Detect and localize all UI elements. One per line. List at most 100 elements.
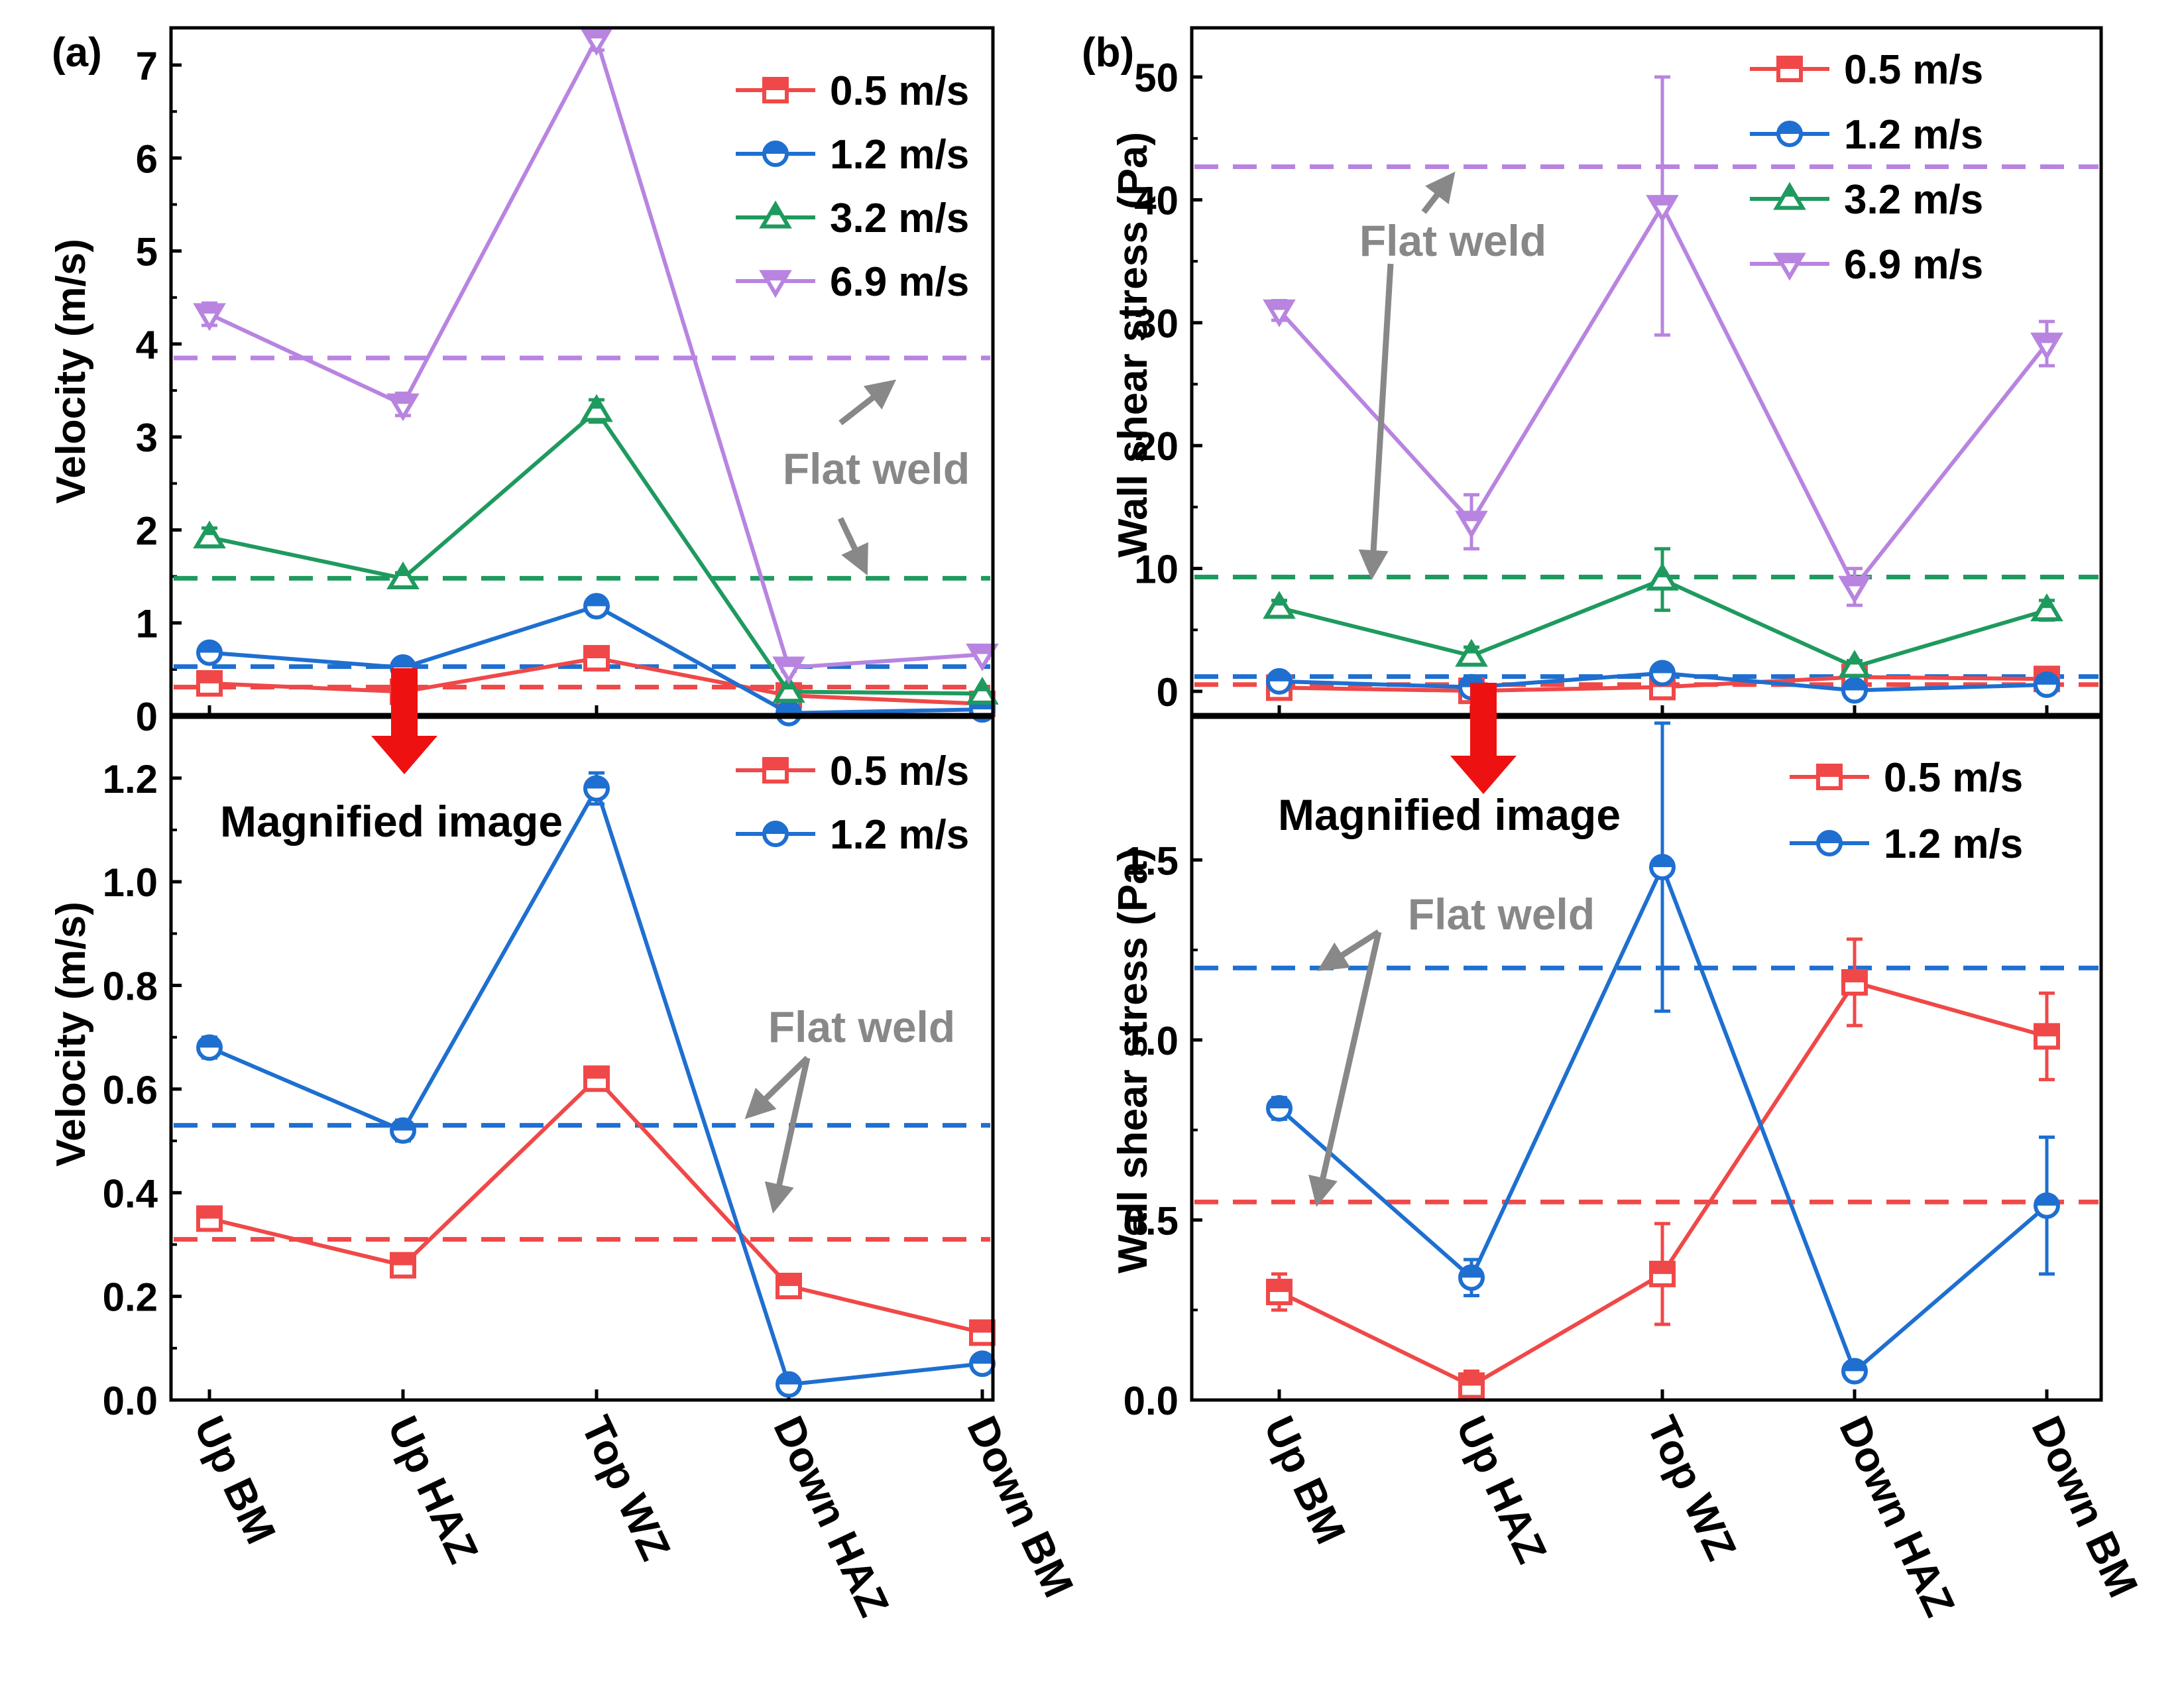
data-point-marker-fill (1656, 566, 1669, 577)
magnified-label-a: Magnified image (220, 797, 563, 846)
data-point-marker-fill (390, 395, 416, 404)
data-point-marker-fill (1778, 58, 1801, 69)
data-point-marker-fill (764, 759, 787, 770)
data-point-marker-fill (1268, 1281, 1291, 1293)
data-point-marker-fill (762, 272, 789, 281)
data-point-marker-fill (1843, 1360, 1866, 1372)
flat-weld-arrow (1317, 929, 1381, 971)
data-point-marker-fill (971, 1321, 994, 1333)
data-point-marker-fill (1460, 1266, 1483, 1278)
data-point-marker-fill (1268, 1097, 1291, 1109)
data-point-marker-fill (198, 672, 221, 683)
data-point-marker-fill (585, 595, 608, 607)
y-tick-label: 4 (136, 323, 158, 367)
data-point-marker-fill (1268, 670, 1291, 681)
data-point-marker-fill (392, 656, 414, 668)
data-point-marker (386, 561, 420, 589)
data-point-marker-fill (2036, 1194, 2058, 1206)
flat-weld-arrow (1358, 263, 1394, 580)
data-point-marker-fill (1273, 595, 1286, 606)
y-tick-label: 50 (1134, 56, 1178, 100)
legend-a-bottom: 0.5 m/s 1.2 m/s (736, 748, 969, 858)
y-tick-label: 10 (1134, 548, 1178, 592)
data-point-marker-fill (1841, 577, 1868, 587)
y-tick-label: 1 (136, 602, 158, 646)
legend-label: 1.2 m/s (1884, 821, 2023, 867)
y-tick-label: 0.0 (1123, 1379, 1178, 1423)
data-point-marker-fill (1651, 856, 1674, 868)
data-point-marker-fill (396, 565, 410, 576)
data-point-marker-fill (1651, 662, 1674, 673)
plot-b-bottom: 0.0 0.5 1.0 1.5 (1123, 721, 2098, 1423)
flat-weld-label-a-top: Flat weld (783, 444, 970, 493)
y-tick-label: 0 (1157, 670, 1178, 715)
data-point-marker-fill (585, 1067, 608, 1079)
data-point-marker (1646, 562, 1679, 591)
ylabel-b-bottom: Wall shear stress (Pa) (1110, 848, 1156, 1273)
data-point-marker-fill (2040, 597, 2053, 609)
data-point-marker-fill (1818, 766, 1841, 777)
legend-label: 1.2 m/s (1844, 112, 1983, 158)
flat-weld-arrow (837, 517, 868, 576)
data-point-marker (1773, 182, 1806, 210)
flat-weld-arrow (764, 1057, 811, 1214)
data-point-marker-fill (2036, 1025, 2058, 1037)
data-point-marker-fill (969, 645, 996, 654)
data-point-marker (2030, 593, 2063, 622)
y-tick-label: 2 (136, 508, 158, 553)
data-point-marker-fill (776, 658, 802, 668)
y-tick-label: 1.0 (103, 860, 158, 905)
y-tick-label: 1.0 (1123, 1019, 1178, 1063)
y-tick-label: 6 (136, 137, 158, 181)
y-tick-label: 40 (1134, 179, 1178, 223)
data-point-marker (1455, 638, 1488, 667)
legend-label: 3.2 m/s (830, 196, 969, 241)
ylabel-b-top: Wall shear stress (Pa) (1110, 132, 1156, 557)
data-point-marker (772, 675, 805, 703)
data-point-marker-fill (203, 524, 216, 536)
flat-weld-label-a-bottom: Flat weld (768, 1002, 955, 1051)
data-point-marker-fill (976, 680, 989, 691)
legend-a-top: 0.5 m/s 1.2 m/s 3.2 m/s 6.9 m/s (736, 68, 969, 305)
legend-b-bottom: 0.5 m/s 1.2 m/s (1790, 755, 2023, 867)
data-point-marker (193, 520, 226, 549)
data-point-marker-fill (590, 398, 603, 409)
legend-label: 6.9 m/s (830, 259, 969, 305)
y-tick-label: 20 (1134, 424, 1178, 469)
data-point-marker-fill (198, 1207, 221, 1219)
flat-weld-arrow (838, 379, 897, 426)
data-point-marker-fill (2034, 334, 2060, 343)
data-point-marker-fill (583, 30, 610, 38)
y-tick-label: 1.2 (103, 757, 158, 801)
legend-label: 0.5 m/s (830, 68, 969, 114)
legend-label: 3.2 m/s (1844, 177, 1983, 223)
legend-label: 1.2 m/s (830, 812, 969, 858)
data-point-marker-fill (1649, 197, 1676, 205)
data-point-marker (966, 676, 999, 705)
legend-label: 0.5 m/s (830, 748, 969, 794)
data-point-marker-fill (1778, 123, 1801, 134)
panel-label-b: (b) (1082, 30, 1134, 76)
data-point-marker-fill (1843, 970, 1866, 982)
data-point-marker-fill (1783, 186, 1796, 197)
data-point-marker-fill (777, 1275, 800, 1286)
panel-label-a: (a) (52, 30, 102, 76)
magnified-label-b: Magnified image (1278, 790, 1621, 839)
legend-label: 1.2 m/s (830, 132, 969, 178)
data-point-marker-fill (1458, 512, 1485, 522)
data-point-marker-fill (1651, 1262, 1674, 1274)
y-tick-label: 1.5 (1123, 839, 1178, 883)
ylabel-a-top: Velocity (m/s) (48, 239, 94, 504)
data-point-marker-fill (1266, 301, 1293, 310)
y-tick-label: 0.5 (1123, 1198, 1178, 1243)
flat-weld-arrow (744, 1055, 810, 1120)
data-point-marker-fill (1843, 679, 1866, 691)
magnify-arrow-a (371, 668, 437, 774)
data-point-marker-fill (392, 1254, 414, 1265)
data-point-marker-fill (585, 777, 608, 789)
data-point-marker-fill (2036, 673, 2058, 685)
flat-weld-arrow (1308, 931, 1382, 1207)
y-tick-label: 0.6 (103, 1068, 158, 1112)
legend-label: 0.5 m/s (1884, 755, 2023, 801)
y-tick-label: 0.0 (103, 1379, 158, 1423)
